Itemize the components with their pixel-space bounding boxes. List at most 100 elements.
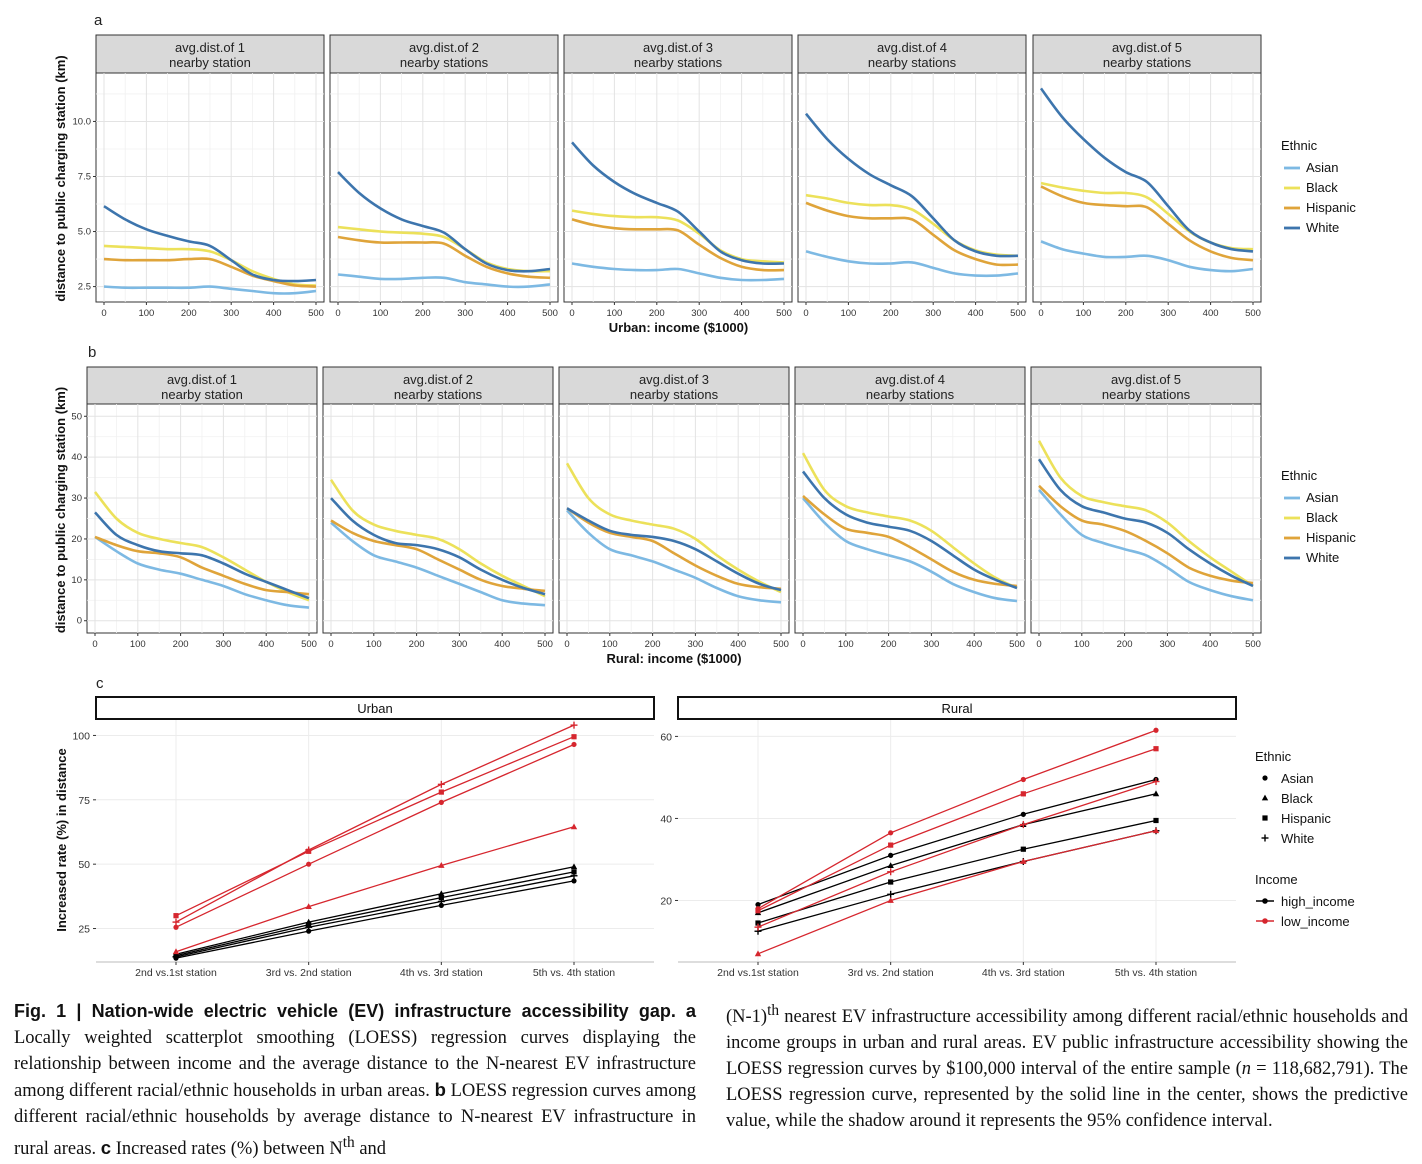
caption-left-text: a Locally weighted scatterplot smoothing… [14,1000,696,1160]
marker-asian [888,830,894,836]
legend-title: Ethnic [1281,138,1318,153]
series-line-hispanic [802,495,1018,588]
facet-strip [95,34,325,74]
legend-title: Ethnic [1281,468,1318,483]
y-tick-label: 0 [77,616,82,627]
marker-black [570,863,578,870]
x-tick-label: 4th vs. 3rd station [982,967,1065,979]
y-tick-label: 60 [660,731,672,743]
x-tick-label: 300 [1160,308,1176,319]
marker-hispanic [1020,846,1026,852]
marker-asian [1020,776,1026,783]
series-line-black [571,209,785,264]
legend-label-asian: Asian [1306,490,1339,505]
x-tick-label: 400 [1203,308,1219,319]
x-tick-label: 400 [966,639,982,650]
facet-title-line1: avg.dist.of 5 [1112,40,1182,55]
x-tick-label: 200 [181,308,197,319]
marker-black [1152,790,1160,797]
x-tick-label: 200 [415,308,431,319]
facet-title-line1: avg.dist.of 3 [639,372,709,387]
series-line-hispanic [337,235,551,280]
caption-right-text: (N-1)th nearest EV infrastructure access… [726,1002,1408,1132]
facet-title-line2: nearby stations [1102,387,1191,402]
x-tick-label: 300 [1159,639,1175,650]
x-tick-label: 500 [1245,639,1261,650]
marker-black [1152,827,1160,834]
x-tick-label: 400 [1202,639,1218,650]
x-tick-label: 0 [92,639,97,650]
facet-title-line2: nearby station [169,55,251,70]
facet-strip [797,34,1027,74]
legend-label-low_income: low_income [1281,914,1350,929]
x-tick-label: 100 [606,308,622,319]
facet-strip [558,366,790,405]
series-line-hispanic [571,218,785,272]
x-tick-label: 300 [451,639,467,650]
marker-hispanic [1153,817,1159,824]
facet-title-line1: avg.dist.of 2 [409,40,479,55]
series-line-asian [330,521,546,607]
series-line-asian [94,535,310,609]
series-line-hispanic-high_income [757,819,1157,924]
x-tick-label: 0 [101,308,106,319]
series-line-black [1037,440,1254,588]
legend-label-black: Black [1306,510,1338,525]
marker-black [887,897,894,903]
x-tick-label: 100 [372,308,388,319]
facet-title: Urban [357,701,392,716]
y-tick-label: 40 [660,813,672,825]
series-line-white-low_income [175,724,575,923]
marker-asian [1262,775,1268,781]
x-tick-label: 500 [776,308,792,319]
series-line-white [330,497,546,596]
marker-asian [306,928,312,934]
x-tick-label: 300 [691,308,707,319]
y-axis-title: Increased rate (%) in distance [54,748,69,932]
x-tick-label: 3rd vs. 2nd station [266,967,352,979]
facet-c-rural: Rural 20 40 60 2nd vs.1st station 3rd vs. 2nd… [660,696,1237,979]
legend-label-asian: Asian [1306,160,1339,175]
y-axis-title: distance to public charging station (km) [53,387,68,633]
facet-strip [677,696,1237,720]
x-tick-label: 300 [457,308,473,319]
marker-hispanic [888,842,894,848]
x-tick-label: 0 [1036,639,1041,650]
series-line-hispanic [1038,484,1254,585]
series-line-asian [337,273,551,289]
marker-black [305,903,312,910]
x-tick-label: 3rd vs. 2nd station [848,967,934,979]
y-tick-label: 5.0 [78,227,91,238]
series-line-asian [103,285,317,295]
x-tick-label: 300 [923,639,939,650]
x-tick-label: 400 [968,308,984,319]
x-tick-label: 400 [730,639,746,650]
facet-strip [1032,34,1262,74]
facet-title-line1: avg.dist.of 1 [167,372,237,387]
marker-hispanic [1020,791,1026,797]
y-tick-label: 50 [71,411,82,422]
marker-asian [888,852,894,858]
series-line-black-low_income [175,826,575,953]
legend-title-ethnic: Ethnic [1255,749,1292,764]
y-tick-label: 25 [78,924,90,936]
facet-title-line2: nearby stations [630,387,719,402]
marker-black [438,862,445,868]
marker-asian [571,878,577,884]
legend-title-income: Income [1255,872,1298,887]
marker-hispanic [438,895,444,901]
facet-strip [322,366,554,405]
x-tick-label: 300 [687,639,703,650]
marker-black [172,948,180,955]
panel-label-a: a [94,12,103,29]
x-tick-label: 100 [1074,639,1090,650]
x-tick-label: 2nd vs.1st station [717,967,799,979]
series-line-hispanic [103,257,317,288]
marker-black [754,950,762,957]
marker-asian [755,901,761,908]
